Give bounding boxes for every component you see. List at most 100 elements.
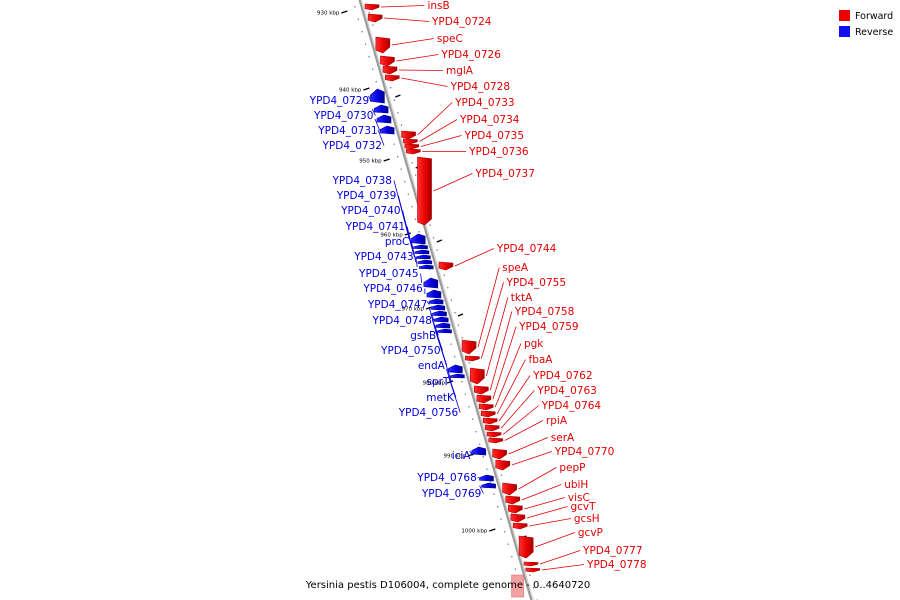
gene-shape-YPD4_0724	[367, 13, 383, 23]
connector-gcvT	[526, 506, 568, 519]
tick-label: 1000 kbp	[461, 529, 487, 535]
gene-shape-YPD4_0763	[484, 424, 500, 432]
gene-label-pepP: pepP	[559, 462, 585, 474]
tick-label: 950 kbp	[359, 159, 382, 165]
minor-dot-left	[482, 456, 484, 458]
gene-shape-YPD4_0738	[410, 233, 426, 245]
gene-label-ubiH: ubiH	[564, 479, 588, 491]
minor-dot-right	[532, 587, 535, 589]
gene-shape-YPD4_0743	[418, 264, 434, 270]
reverse-strand-genes: YPD4_0729 YPD4_0730 YPD4_0731 YPD4_0732 YPD4…	[309, 88, 496, 500]
gene-YPD4_0736: YPD4_0736	[405, 146, 529, 158]
gene-shape-YPD4_0747	[428, 298, 444, 305]
gene-shape-rpiA	[488, 437, 504, 444]
gene-shape-gshB	[432, 310, 447, 317]
minor-dot-right	[529, 574, 531, 576]
connector-YPD4_0741	[406, 226, 415, 258]
minor-dot-right	[432, 237, 435, 239]
connector-sprT	[435, 330, 452, 382]
connector-insB	[380, 5, 425, 8]
gene-shape-YPD4_0741	[416, 254, 431, 260]
minor-dot-right	[511, 512, 513, 514]
gene-ubiH: ubiH	[505, 479, 588, 505]
gene-shape-endA	[435, 322, 451, 329]
tick-mark	[341, 10, 348, 14]
gene-label-insB: insB	[427, 0, 449, 12]
connector-YPD4_0729	[368, 95, 372, 101]
connector-mglA	[398, 69, 444, 71]
minor-dot-left	[368, 56, 370, 58]
gene-shape-tktA	[470, 367, 485, 385]
minor-dot-right	[490, 437, 492, 439]
tick-mark	[436, 239, 443, 243]
gene-shape-YPD4_0730	[373, 104, 389, 114]
gene-shape-insB	[364, 3, 380, 11]
connector-YPD4_0778	[541, 564, 585, 571]
gene-gcvP: gcvP	[518, 527, 603, 559]
gene-label-YPD4_0770: YPD4_0770	[554, 446, 614, 458]
gene-label-YPD4_0726: YPD4_0726	[440, 49, 501, 61]
minor-dot-right	[368, 12, 370, 14]
legend-forward-swatch	[839, 10, 850, 21]
gene-label-iciA: iciA	[452, 450, 472, 462]
gene-shape-YPD4_0733	[401, 130, 416, 140]
gene-sprT: sprT	[426, 328, 452, 388]
gene-pgk: pgk	[478, 338, 544, 411]
connector-YPD4_0768	[477, 477, 479, 479]
gene-label-YPD4_0748: YPD4_0748	[371, 315, 431, 327]
gene-label-gshB: gshB	[410, 330, 436, 342]
tick-label: 980 kbp	[423, 381, 446, 387]
minor-dot-right	[443, 274, 445, 276]
connector-YPD4_0745	[420, 273, 423, 284]
connector-YPD4_0747	[426, 301, 430, 305]
minor-dot-left	[489, 481, 492, 483]
gene-YPD4_0732: YPD4_0732	[322, 125, 395, 152]
connector-YPD4_0743	[415, 256, 418, 268]
connector-rpiA	[504, 420, 544, 441]
minor-dot-left	[461, 381, 463, 383]
connector-YPD4_0744	[454, 248, 494, 267]
gene-label-YPD4_0750: YPD4_0750	[380, 345, 440, 357]
tick-mark	[467, 453, 475, 457]
gene-shape-speA	[461, 339, 477, 355]
gene-YPD4_0762: YPD4_0762	[482, 370, 593, 425]
tick-mark	[457, 313, 464, 317]
gene-YPD4_0730: YPD4_0730	[313, 104, 389, 122]
gene-YPD4_0763: YPD4_0763	[484, 385, 597, 432]
gene-label-YPD4_0737: YPD4_0737	[474, 168, 534, 180]
gene-shape-iciA	[471, 446, 487, 456]
connector-YPD4_0777	[539, 550, 581, 565]
minor-dot-left	[479, 443, 481, 445]
connector-YPD4_0756	[447, 375, 461, 413]
minor-dot-right	[454, 312, 456, 314]
connector-YPD4_0735	[420, 135, 462, 147]
gene-shape-sprT	[437, 328, 452, 334]
gene-label-YPD4_0734: YPD4_0734	[459, 114, 520, 126]
connector-fbaA	[496, 359, 526, 415]
gene-shape-YPD4_0728	[384, 74, 400, 82]
minor-dot-right	[468, 362, 470, 364]
gene-shape-metK	[448, 364, 463, 374]
minor-dot-left	[393, 143, 395, 145]
gene-label-gcsH: gcsH	[574, 513, 600, 525]
minor-dot-left	[493, 493, 495, 495]
minor-dot-left	[471, 418, 474, 420]
gene-proC: proC	[385, 236, 433, 265]
gene-mglA: mglA	[382, 65, 474, 77]
gene-label-YPD4_0744: YPD4_0744	[496, 243, 557, 255]
gene-tktA: tktA	[470, 292, 533, 385]
minor-dot-left	[372, 68, 374, 70]
gene-shape-YPD4_0731	[376, 114, 392, 124]
gene-label-YPD4_0728: YPD4_0728	[450, 81, 510, 93]
gene-label-tktA: tktA	[511, 292, 533, 304]
tick-label: 960 kbp	[380, 233, 403, 239]
gene-shape-YPD4_0748	[430, 304, 446, 311]
gene-YPD4_0768: YPD4_0768	[416, 472, 494, 484]
gene-shape-YPD4_0769	[481, 482, 496, 489]
gene-visC: visC	[508, 492, 590, 514]
legend-reverse-swatch	[839, 26, 850, 37]
connector-YPD4_0732	[377, 129, 385, 146]
gene-label-YPD4_0756: YPD4_0756	[398, 407, 459, 419]
gene-label-serA: serA	[551, 432, 575, 444]
gene-YPD4_0743: YPD4_0743	[353, 251, 434, 270]
